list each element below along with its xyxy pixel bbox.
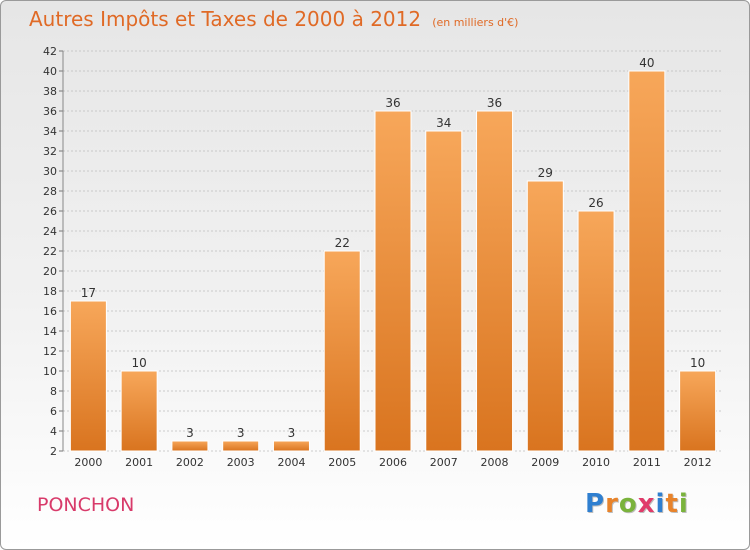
bar-2009 xyxy=(526,180,564,452)
x-tick-label: 2008 xyxy=(481,456,509,469)
bar-2012 xyxy=(679,370,717,452)
y-tick-label: 4 xyxy=(50,425,57,438)
y-tick-label: 24 xyxy=(43,225,57,238)
y-tick-label: 34 xyxy=(43,125,57,138)
bar-value-label: 3 xyxy=(186,426,194,440)
bar-2011 xyxy=(628,70,666,452)
bar-2000 xyxy=(69,300,107,452)
y-tick-label: 38 xyxy=(43,85,57,98)
x-tick-label: 2004 xyxy=(277,456,305,469)
logo-letter: i xyxy=(678,489,689,519)
y-tick-label: 18 xyxy=(43,285,57,298)
x-tick-label: 2000 xyxy=(74,456,102,469)
y-tick-label: 22 xyxy=(43,245,57,258)
bar-value-label: 29 xyxy=(538,166,553,180)
logo-letter: t xyxy=(665,489,679,519)
y-tick-label: 32 xyxy=(43,145,57,158)
y-tick-label: 42 xyxy=(43,45,57,58)
y-tick-label: 40 xyxy=(43,65,57,78)
bar-value-label: 34 xyxy=(436,116,451,130)
logo-letter: x xyxy=(637,489,656,519)
x-tick-label: 2006 xyxy=(379,456,407,469)
x-tick-label: 2012 xyxy=(684,456,712,469)
y-tick-label: 2 xyxy=(50,445,57,458)
bar-2005 xyxy=(323,250,361,452)
y-tick-label: 12 xyxy=(43,345,57,358)
y-tick-label: 14 xyxy=(43,325,57,338)
bar-value-label: 3 xyxy=(237,426,245,440)
x-tick-label: 2002 xyxy=(176,456,204,469)
bar-2010 xyxy=(577,210,615,452)
y-tick-label: 8 xyxy=(50,385,57,398)
y-tick-label: 36 xyxy=(43,105,57,118)
bar-2004 xyxy=(272,440,310,452)
logo-letter: r xyxy=(605,489,619,519)
x-tick-label: 2011 xyxy=(633,456,661,469)
y-tick-label: 10 xyxy=(43,365,57,378)
proxiti-logo[interactable]: Proxiti xyxy=(585,489,689,519)
x-tick-label: 2005 xyxy=(328,456,356,469)
x-tick-label: 2007 xyxy=(430,456,458,469)
bar-2007 xyxy=(425,130,463,452)
unit-label: (en milliers d'€) xyxy=(432,16,519,29)
y-tick-label: 16 xyxy=(43,305,57,318)
bar-value-label: 10 xyxy=(132,356,147,370)
bar-value-label: 17 xyxy=(81,286,96,300)
grid-layer xyxy=(63,50,723,452)
logo-letter: o xyxy=(618,489,638,519)
x-tick-label: 2001 xyxy=(125,456,153,469)
x-tick-label: 2010 xyxy=(582,456,610,469)
y-tick-label: 30 xyxy=(43,165,57,178)
x-tick-label: 2003 xyxy=(227,456,255,469)
bar-value-label: 36 xyxy=(487,96,502,110)
x-tick-label: 2009 xyxy=(531,456,559,469)
y-tick-label: 28 xyxy=(43,185,57,198)
bar-2002 xyxy=(171,440,209,452)
chart-title: Autres Impôts et Taxes de 2000 à 2012 (e… xyxy=(29,7,518,31)
bar-2006 xyxy=(374,110,412,452)
bar-value-label: 40 xyxy=(639,56,654,70)
y-tick-label: 20 xyxy=(43,265,57,278)
bar-value-label: 10 xyxy=(690,356,705,370)
bar-value-label: 26 xyxy=(588,196,603,210)
y-tick-label: 26 xyxy=(43,205,57,218)
bar-value-label: 22 xyxy=(335,236,350,250)
bar-2008 xyxy=(476,110,514,452)
x-axis-ticks: 2000 2001 2002 2003 2004 2005 2006 2007 2008 2009… xyxy=(74,456,711,469)
bars: 17 10 3 3 3 22 36 34 36 29 26 40 10 xyxy=(69,56,717,452)
commune-name: PONCHON xyxy=(37,494,135,516)
bar-value-label: 3 xyxy=(288,426,296,440)
logo-letter: i xyxy=(655,489,666,519)
bar-value-label: 36 xyxy=(385,96,400,110)
title-text: Autres Impôts et Taxes de 2000 à 2012 xyxy=(29,7,422,31)
bar-2001 xyxy=(120,370,158,452)
bar-2003 xyxy=(222,440,260,452)
logo-letter: P xyxy=(585,489,606,519)
y-tick-label: 6 xyxy=(50,405,57,418)
